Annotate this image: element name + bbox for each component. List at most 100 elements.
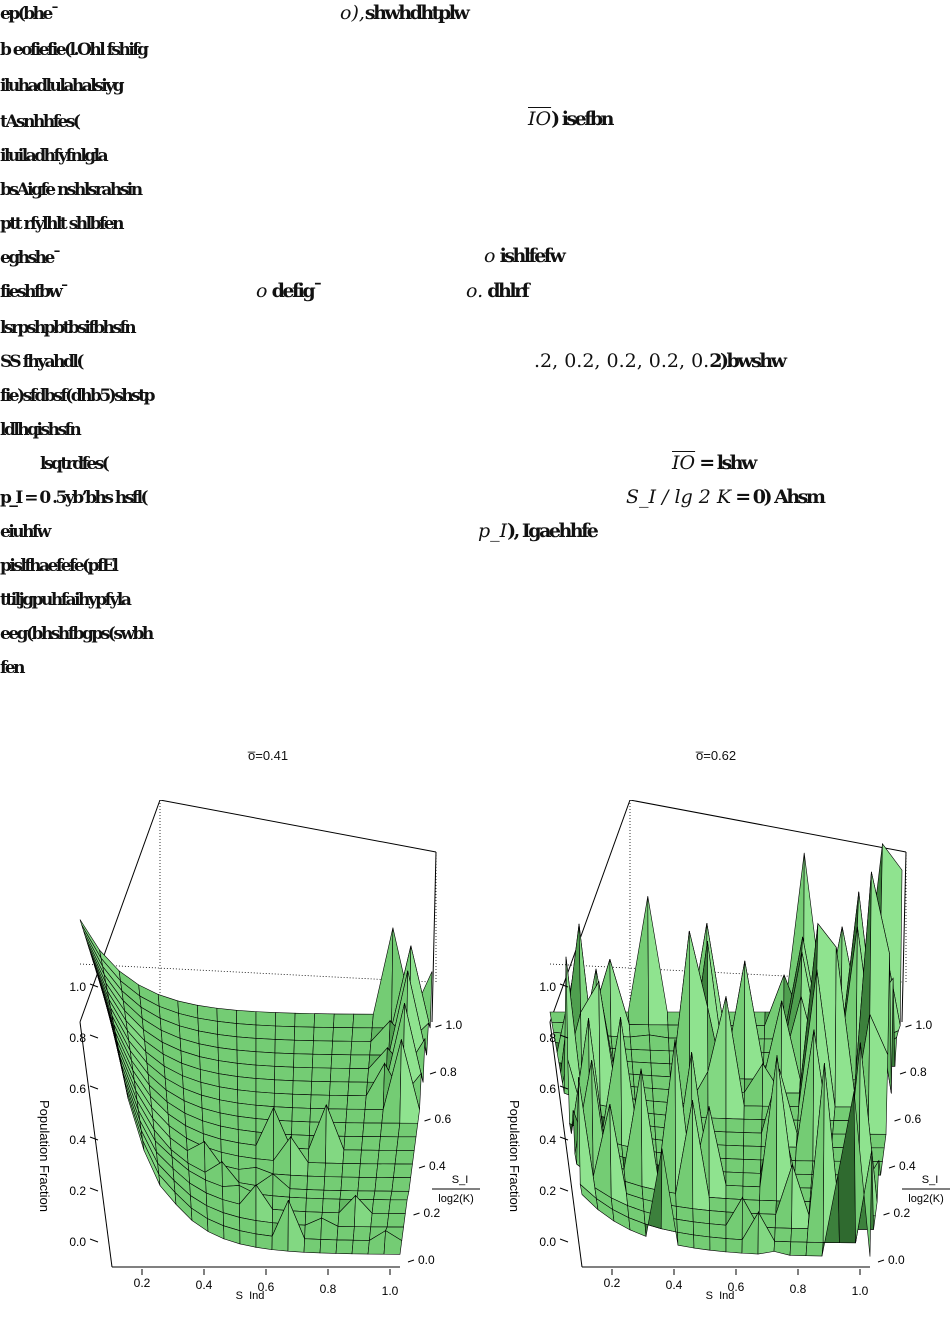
y-tick: [888, 1165, 896, 1169]
z-tick: [559, 983, 569, 988]
surface-facet: [255, 1024, 276, 1040]
surface-facet: [294, 1012, 315, 1028]
surface-facet: [351, 1027, 373, 1042]
surface-facet: [305, 1197, 324, 1213]
surface-facet: [742, 1159, 762, 1174]
surface-facet: [742, 1172, 761, 1188]
y-tick-label: 0.6: [905, 1112, 922, 1126]
surface-facet: [363, 1109, 384, 1124]
surface-facet: [789, 1241, 808, 1257]
surface-facet: [313, 1026, 334, 1042]
surface-facet: [340, 1176, 360, 1192]
z-tick: [89, 1085, 99, 1090]
x-tick-label: 0.2: [134, 1276, 151, 1290]
math-span: o. dhlrf: [466, 280, 530, 302]
surface-facet: [346, 1095, 367, 1110]
surface-facet: [677, 1231, 695, 1249]
surface-facet: [359, 1149, 380, 1165]
z-tick: [559, 1085, 569, 1090]
z-tick: [559, 1238, 569, 1243]
math-span: p_I), Igaehhfe: [478, 520, 599, 542]
surface-facet: [328, 1094, 349, 1110]
x-axis-label-num: S_Ind: [236, 1290, 265, 1300]
surface-facet: [649, 1049, 671, 1065]
surface-facet: [362, 1122, 383, 1137]
surface-facet: [303, 1238, 322, 1254]
y-tick: [407, 1259, 415, 1263]
x-tick-label: 0.8: [320, 1282, 337, 1296]
surface-facet: [647, 896, 669, 1026]
surface-facet: [349, 1054, 371, 1069]
surface-facet: [389, 1190, 410, 1201]
text-line: ptt rfylhlt shlbfen: [0, 214, 124, 234]
surface-facet: [236, 1036, 257, 1053]
surface-facet: [291, 1107, 311, 1123]
math-span: o defig¯: [256, 280, 323, 302]
surface-facet: [311, 1053, 333, 1069]
surface-facet: [725, 1171, 744, 1187]
y-tick: [894, 1118, 901, 1122]
y-tick-label: 0.6: [435, 1112, 452, 1126]
y-tick-label: 0.8: [440, 1065, 457, 1079]
surface-facet: [348, 1068, 369, 1083]
surface-facet: [708, 1196, 727, 1213]
y-axis-label-num: S_I: [452, 1174, 469, 1186]
surface-facet: [274, 1066, 294, 1082]
math-span: IO = lshw: [672, 452, 757, 474]
surface-facet: [794, 1160, 814, 1175]
surface-facet: [352, 1013, 374, 1029]
surface-facet: [255, 1220, 273, 1237]
surface-facet: [293, 1053, 314, 1069]
surface-facet: [343, 1135, 363, 1151]
surface-facet: [322, 1198, 341, 1214]
surface-facet: [650, 1062, 671, 1078]
text-line: ldlhqishsfn: [0, 420, 82, 440]
z-axis-label: Population Fraction: [507, 1100, 522, 1212]
y-tick-label: 0.4: [429, 1159, 446, 1173]
surface-facet: [319, 1239, 338, 1254]
surface-facet: [774, 1227, 792, 1243]
z-tick-label: 0.4: [69, 1133, 86, 1147]
surface-facet: [725, 1238, 743, 1254]
box-edge: [79, 1021, 113, 1268]
y-tick: [899, 1071, 907, 1075]
box-edge: [79, 963, 433, 983]
surface-facet: [377, 1149, 397, 1165]
surface-facet: [255, 1233, 273, 1250]
surface-facet: [236, 1049, 257, 1066]
x-tick-label: 0.4: [666, 1278, 683, 1292]
surface-facet: [378, 1136, 399, 1151]
surface-facet: [292, 1093, 312, 1109]
surface-facet: [773, 1240, 792, 1256]
surface-facet: [709, 1223, 727, 1239]
text-line: p_I = 0 .5yb’bhs hsfl(: [0, 488, 149, 508]
surface-facet: [329, 1067, 351, 1083]
surface-facet: [274, 1079, 294, 1095]
chart-title-right: o̅=0.62: [696, 748, 737, 763]
surface-facet: [375, 1163, 396, 1178]
surface-facet: [391, 1177, 412, 1192]
y-tick: [413, 1212, 420, 1216]
surface-facet: [274, 1052, 295, 1068]
surface-facet: [396, 1136, 417, 1151]
y-axis-label-den: log2(K): [908, 1193, 943, 1205]
y-tick: [429, 1071, 437, 1075]
surface-facet: [313, 1013, 335, 1028]
surface-facet: [725, 1118, 745, 1133]
text-block: ep(bhe¯ b eofiefie(l.Ohl fshifg iluhadlu…: [0, 2, 826, 678]
y-axis-label-den: log2(K): [438, 1193, 473, 1205]
z-axis-label: Population Fraction: [37, 1100, 52, 1212]
surface-facet: [358, 1163, 379, 1178]
z-tick-label: 0.4: [539, 1133, 556, 1147]
surface-facet: [373, 1190, 393, 1201]
surface-facet: [693, 1234, 711, 1251]
math-span: S_I / lg 2 K = 0) Ahsm: [626, 486, 826, 508]
box-edge: [549, 1021, 583, 1268]
text-line: bsAigfe nshlsrahsin: [0, 180, 143, 200]
y-tick: [877, 1259, 885, 1263]
surface-facet: [629, 1034, 651, 1051]
surface-facet: [332, 1027, 354, 1042]
surface-facet: [692, 1221, 711, 1238]
y-tick: [435, 1024, 442, 1028]
surface-facet: [336, 1226, 355, 1241]
